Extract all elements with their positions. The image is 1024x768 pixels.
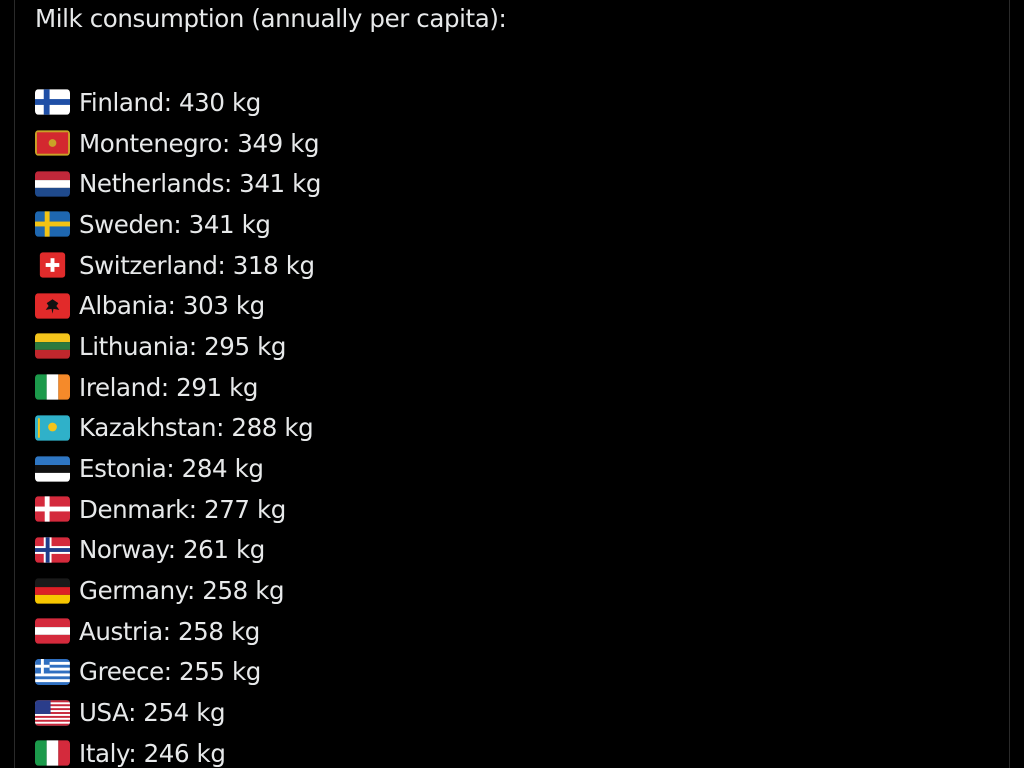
list-item: Ireland: 291 kg xyxy=(35,367,321,408)
list-item: USA: 254 kg xyxy=(35,692,321,733)
switzerland-flag-icon xyxy=(39,252,66,278)
list-item: Estonia: 284 kg xyxy=(35,448,321,489)
list-item: Greece: 255 kg xyxy=(35,652,321,693)
list-item: Denmark: 277 kg xyxy=(35,489,321,530)
list-item: Kazakhstan: 288 kg xyxy=(35,408,321,449)
list-item-label: Austria: 258 kg xyxy=(79,616,260,646)
albania-flag-icon xyxy=(35,293,70,319)
list-item-label: Italy: 246 kg xyxy=(79,738,226,768)
post-heading: Milk consumption (annually per capita): xyxy=(35,4,507,33)
italy-flag-icon xyxy=(35,740,70,766)
denmark-flag-icon xyxy=(35,496,70,522)
list-item-label: Kazakhstan: 288 kg xyxy=(79,413,314,443)
list-item: Montenegro: 349 kg xyxy=(35,123,321,164)
list-item: Italy: 246 kg xyxy=(35,733,321,768)
list-item: Lithuania: 295 kg xyxy=(35,326,321,367)
list-item-label: Norway: 261 kg xyxy=(79,535,265,565)
list-item-label: Estonia: 284 kg xyxy=(79,454,264,484)
list-item: Norway: 261 kg xyxy=(35,530,321,571)
sweden-flag-icon xyxy=(35,211,70,238)
netherlands-flag-icon xyxy=(35,171,70,197)
milk-consumption-list: Finland: 430 kg Montenegro: 349 kg Nethe… xyxy=(35,82,321,768)
list-item: Finland: 430 kg xyxy=(35,82,321,123)
list-item-label: Montenegro: 349 kg xyxy=(79,128,320,158)
list-item-label: Sweden: 341 kg xyxy=(79,209,271,239)
list-item: Sweden: 341 kg xyxy=(35,204,321,245)
list-item-label: Switzerland: 318 kg xyxy=(79,250,315,280)
list-item-label: Denmark: 277 kg xyxy=(79,494,286,524)
list-item: Netherlands: 341 kg xyxy=(35,163,321,204)
list-item-label: Ireland: 291 kg xyxy=(79,372,259,402)
kazakhstan-flag-icon xyxy=(35,415,70,441)
finland-flag-icon xyxy=(35,89,70,115)
norway-flag-icon xyxy=(35,537,70,563)
list-item: Germany: 258 kg xyxy=(35,570,321,611)
post-frame: Milk consumption (annually per capita): … xyxy=(14,0,1010,768)
list-item-label: Netherlands: 341 kg xyxy=(79,169,322,199)
list-item: Switzerland: 318 kg xyxy=(35,245,321,286)
montenegro-flag-icon xyxy=(35,130,70,156)
estonia-flag-icon xyxy=(35,455,70,482)
list-item-label: Greece: 255 kg xyxy=(79,657,261,687)
list-item-label: Albania: 303 kg xyxy=(79,291,265,321)
germany-flag-icon xyxy=(35,577,70,604)
list-item-label: Finland: 430 kg xyxy=(79,87,261,117)
list-item: Albania: 303 kg xyxy=(35,285,321,326)
list-item-label: Lithuania: 295 kg xyxy=(79,331,287,361)
austria-flag-icon xyxy=(35,618,70,644)
list-item-label: USA: 254 kg xyxy=(79,698,226,728)
ireland-flag-icon xyxy=(35,374,70,400)
lithuania-flag-icon xyxy=(35,333,70,360)
list-item-label: Germany: 258 kg xyxy=(79,576,285,606)
list-item: Austria: 258 kg xyxy=(35,611,321,652)
greece-flag-icon xyxy=(35,658,70,685)
usa-flag-icon xyxy=(35,700,70,726)
